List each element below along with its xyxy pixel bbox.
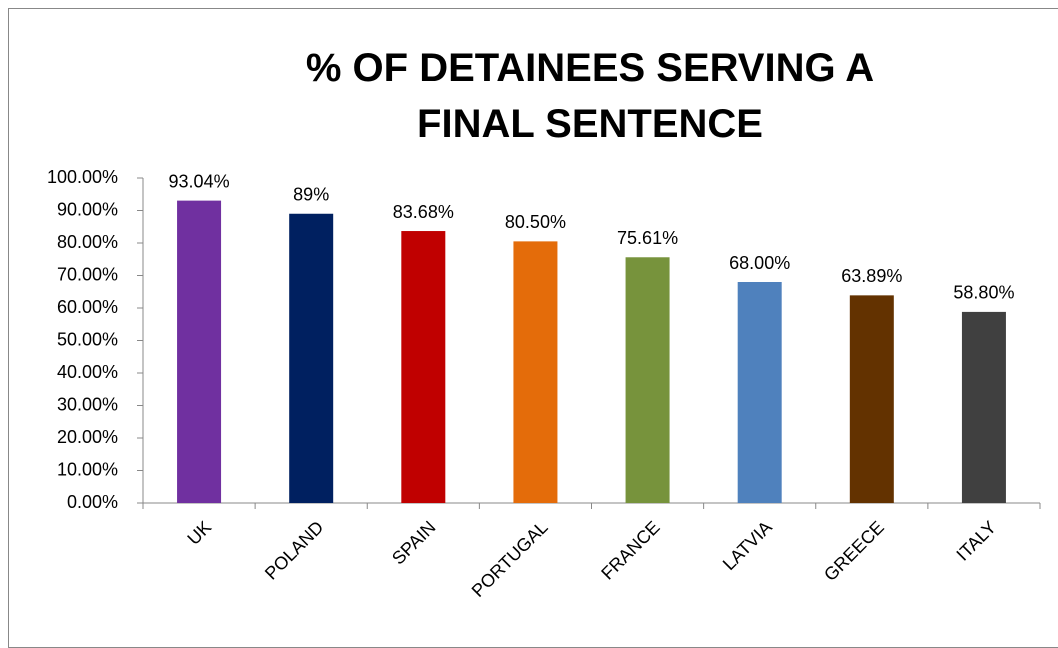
- value-label: 58.80%: [953, 283, 1014, 303]
- bar: [177, 200, 222, 503]
- bar: [401, 231, 446, 504]
- x-tick-label: FRANCE: [597, 517, 663, 583]
- value-label: 89%: [293, 185, 329, 205]
- value-label: 68.00%: [729, 253, 790, 273]
- x-tick-label: POLAND: [261, 517, 327, 583]
- y-tick-label: 0.00%: [67, 492, 118, 512]
- y-tick-label: 80.00%: [57, 232, 118, 252]
- value-label: 75.61%: [617, 228, 678, 248]
- bar: [625, 257, 670, 503]
- x-tick-label: GREECE: [820, 517, 888, 585]
- y-tick-label: 30.00%: [57, 394, 118, 414]
- y-tick-label: 40.00%: [57, 362, 118, 382]
- bar: [289, 213, 334, 503]
- x-tick-label: SPAIN: [388, 517, 439, 568]
- y-tick-label: 50.00%: [57, 329, 118, 349]
- y-tick-label: 70.00%: [57, 264, 118, 284]
- y-tick-label: 100.00%: [47, 167, 118, 187]
- bar: [849, 295, 894, 503]
- y-tick-label: 10.00%: [57, 459, 118, 479]
- x-tick-label: LATVIA: [719, 517, 776, 574]
- y-tick-label: 90.00%: [57, 199, 118, 219]
- x-tick-label: ITALY: [952, 517, 1000, 565]
- bar: [961, 311, 1006, 503]
- chart-title: % OF DETAINEES SERVING A FINAL SENTENCE: [305, 46, 875, 146]
- value-label: 80.50%: [505, 212, 566, 232]
- value-label: 83.68%: [393, 202, 454, 222]
- bar: [513, 241, 558, 503]
- value-label: 93.04%: [169, 171, 230, 191]
- value-label: 63.89%: [841, 266, 902, 286]
- x-tick-label: UK: [183, 517, 215, 549]
- y-tick-label: 20.00%: [57, 427, 118, 447]
- x-tick-label: PORTUGAL: [468, 517, 552, 601]
- bar: [737, 282, 782, 503]
- y-tick-label: 60.00%: [57, 297, 118, 317]
